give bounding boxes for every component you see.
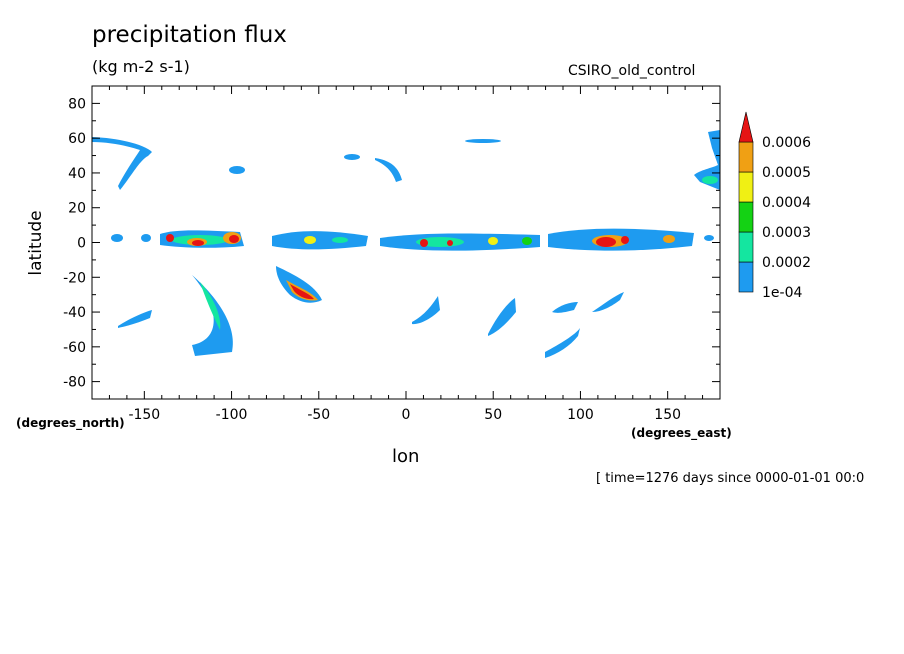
plot-area: -150 -100 -50 0 50 100 150 806040200-20-40-60-… <box>63 85 721 423</box>
x-axis-label: lon <box>392 446 420 467</box>
itcz-band <box>272 231 368 250</box>
storm <box>118 310 152 328</box>
itcz-core <box>192 240 204 246</box>
storm <box>552 302 578 313</box>
itcz-core <box>621 236 629 244</box>
x-tick-label: 100 <box>567 407 594 423</box>
itcz-core <box>304 236 316 244</box>
x-tick-label: -150 <box>128 407 160 423</box>
y-tick-label: -40 <box>63 305 86 321</box>
colorbar-swatch <box>738 141 754 173</box>
chart-units: (kg m-2 s-1) <box>92 57 190 76</box>
storm <box>545 328 580 358</box>
y-tick-label: 80 <box>68 96 86 112</box>
storm <box>412 296 440 325</box>
itcz-core <box>663 235 675 243</box>
colorbar-label: 0.0003 <box>762 225 811 241</box>
time-info: [ time=1276 days since 0000-01-01 00:0 <box>596 471 865 486</box>
itcz-core <box>166 234 174 242</box>
colorbar-swatch <box>738 231 754 263</box>
chart-title: precipitation flux <box>92 22 287 48</box>
y-tick-label: 40 <box>68 166 86 182</box>
itcz-core <box>447 240 453 246</box>
x-tick-label: -50 <box>307 407 330 423</box>
x-tick-label: 150 <box>654 407 681 423</box>
sp-arc <box>192 275 233 356</box>
x-axis-units: (degrees_east) <box>631 426 732 440</box>
y-axis-units: (degrees_north) <box>16 416 125 430</box>
x-tick-label: -100 <box>216 407 248 423</box>
itcz-core <box>332 237 348 243</box>
colorbar-label: 0.0006 <box>762 135 811 151</box>
colorbar: 0.0006 0.0005 0.0004 0.0003 0.0002 1e-04 <box>738 111 811 301</box>
spcz-core <box>290 284 314 300</box>
colorbar-swatch <box>738 171 754 203</box>
colorbar-label: 0.0002 <box>762 255 811 271</box>
storm <box>488 298 516 336</box>
itcz-core <box>229 235 239 243</box>
y-tick-label: 20 <box>68 201 86 217</box>
north-feature <box>375 158 402 182</box>
colorbar-label: 1e-04 <box>762 285 802 301</box>
x-tick-label: 50 <box>484 407 502 423</box>
colorbar-label: 0.0004 <box>762 195 811 211</box>
north-feature <box>344 154 360 160</box>
itcz-core <box>420 239 428 247</box>
north-east-edge <box>694 130 720 190</box>
itcz-blob <box>111 234 123 242</box>
x-ticks: -150 -100 -50 0 50 100 150 <box>91 86 721 423</box>
itcz-core <box>522 237 532 245</box>
y-tick-label: -80 <box>63 375 86 391</box>
y-ticks: 80 60 40 20 0 -20 -40 -60 -80 <box>63 85 720 400</box>
itcz-blob <box>704 235 714 241</box>
itcz-core <box>488 237 498 245</box>
precip-contours <box>92 130 720 358</box>
storm <box>592 292 624 312</box>
x-tick-label: 0 <box>402 407 411 423</box>
colorbar-label: 0.0005 <box>762 165 811 181</box>
north-feature <box>229 166 245 174</box>
north-feature <box>465 139 501 143</box>
north-east-core <box>702 176 718 184</box>
north-pacific-arc <box>92 137 152 190</box>
y-tick-label: 60 <box>68 131 86 147</box>
y-tick-label: 0 <box>77 236 86 252</box>
colorbar-extend-triangle <box>738 111 754 143</box>
colorbar-swatch <box>738 201 754 233</box>
y-tick-label: -60 <box>63 340 86 356</box>
sp-arc-core <box>200 282 221 330</box>
itcz-blob <box>141 234 151 242</box>
colorbar-swatch <box>738 261 754 293</box>
spcz-core <box>286 280 318 301</box>
model-name: CSIRO_old_control <box>568 63 696 79</box>
itcz-core <box>596 237 616 247</box>
y-tick-label: -20 <box>63 270 86 286</box>
